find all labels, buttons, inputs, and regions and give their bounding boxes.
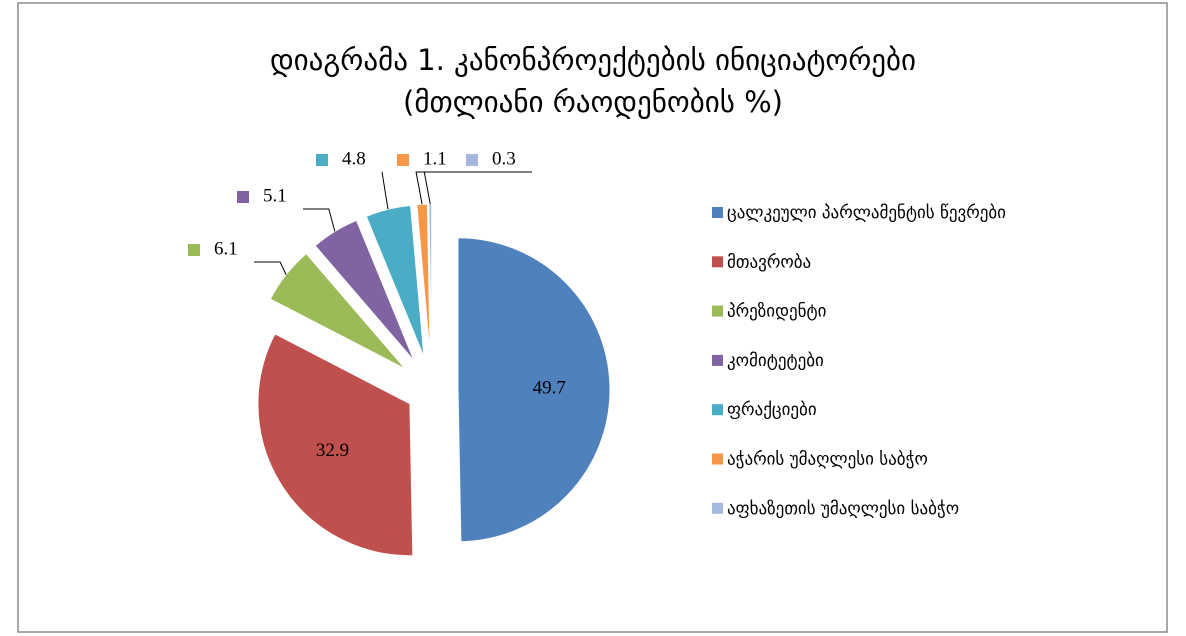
- pie-slice: [365, 205, 425, 358]
- label-key: [316, 154, 328, 166]
- legend-label: აჭარის უმაღლესი საბჭო: [727, 450, 928, 470]
- legend-key: [712, 404, 723, 416]
- leader-line: [303, 208, 336, 232]
- leader-line: [254, 261, 287, 275]
- legend-label: აფხაზეთის უმაღლესი საბჭო: [727, 499, 959, 519]
- legend-key: [712, 305, 723, 317]
- leader-line: [423, 171, 532, 205]
- label-key: [397, 154, 409, 166]
- chart-border: [17, 2, 1168, 633]
- legend-key: [712, 207, 723, 218]
- legend-key: [712, 354, 723, 366]
- data-label: 6.1: [214, 238, 238, 259]
- data-label: 4.8: [342, 148, 366, 169]
- pie-slice: [257, 333, 414, 557]
- pie-slice: [457, 237, 611, 543]
- pie-slice: [269, 252, 406, 370]
- legend-key: [712, 502, 723, 514]
- data-label: 5.1: [263, 185, 287, 206]
- pie-slice: [314, 219, 415, 362]
- data-label: 1.1: [423, 148, 447, 169]
- legend-key: [712, 453, 723, 465]
- data-label: 32.9: [316, 440, 349, 461]
- leader-line: [381, 171, 389, 210]
- legend-label: კომიტეტები: [727, 351, 824, 371]
- chart-title: დიაგრამა 1. კანონპროექტების ინიციატორები: [270, 43, 916, 77]
- legend-label: ცალკეული პარლამენტის წევრები: [727, 203, 1006, 223]
- legend-label: მთავრობა: [727, 252, 811, 272]
- legend-label: ფრაქციები: [727, 400, 817, 420]
- legend-key: [712, 256, 723, 268]
- label-key: [237, 191, 249, 203]
- legend-label: პრეზიდენტი: [727, 302, 826, 322]
- pie-slice: [428, 203, 433, 357]
- data-label: 0.3: [492, 148, 516, 169]
- data-label: 49.7: [533, 377, 566, 398]
- chart-title: (მთლიანი რაოდენობის %): [403, 85, 783, 119]
- label-key: [188, 244, 200, 256]
- label-key: [466, 154, 478, 166]
